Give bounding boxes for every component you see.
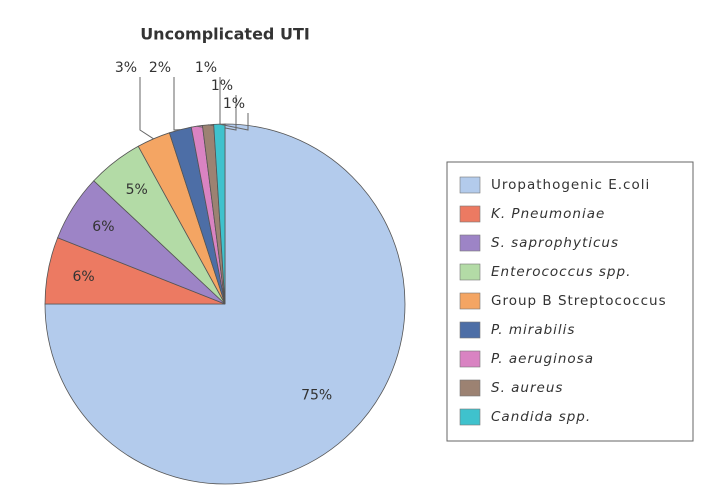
legend-swatch — [459, 292, 481, 310]
data-label: 5% — [126, 182, 148, 198]
legend-label: P. mirabilis — [491, 322, 575, 338]
legend-label: Group B Streptococcus — [491, 293, 667, 309]
legend-label: S. saprophyticus — [491, 235, 619, 251]
legend-swatch — [459, 234, 481, 252]
legend-swatch — [459, 350, 481, 368]
data-label: 6% — [72, 269, 94, 285]
data-label: 75% — [301, 388, 332, 404]
legend-swatch — [459, 205, 481, 223]
data-label: 2% — [149, 60, 171, 76]
legend-label: P. aeruginosa — [491, 351, 594, 367]
data-label: 3% — [115, 60, 137, 76]
legend-box — [446, 161, 694, 442]
legend-swatch — [459, 408, 481, 426]
legend-label: K. Pneumoniae — [491, 206, 605, 222]
legend-label: S. aureus — [491, 380, 563, 396]
legend-swatch — [459, 321, 481, 339]
data-label: 1% — [195, 60, 217, 76]
legend-label: Uropathogenic E.coli — [491, 177, 650, 193]
legend-swatch — [459, 263, 481, 281]
leader-line — [139, 77, 154, 140]
data-label: 1% — [211, 78, 233, 94]
data-label: 6% — [92, 219, 114, 235]
leader-line — [173, 77, 181, 131]
legend-label: Enterococcus spp. — [491, 264, 631, 280]
leader-line — [219, 113, 249, 131]
legend-label: Candida spp. — [491, 409, 591, 425]
legend-swatch — [459, 379, 481, 397]
legend-swatch — [459, 176, 481, 194]
pie-slice — [44, 123, 406, 485]
chart-title: Uncomplicated UTI — [140, 25, 310, 44]
data-label: 1% — [223, 96, 245, 112]
